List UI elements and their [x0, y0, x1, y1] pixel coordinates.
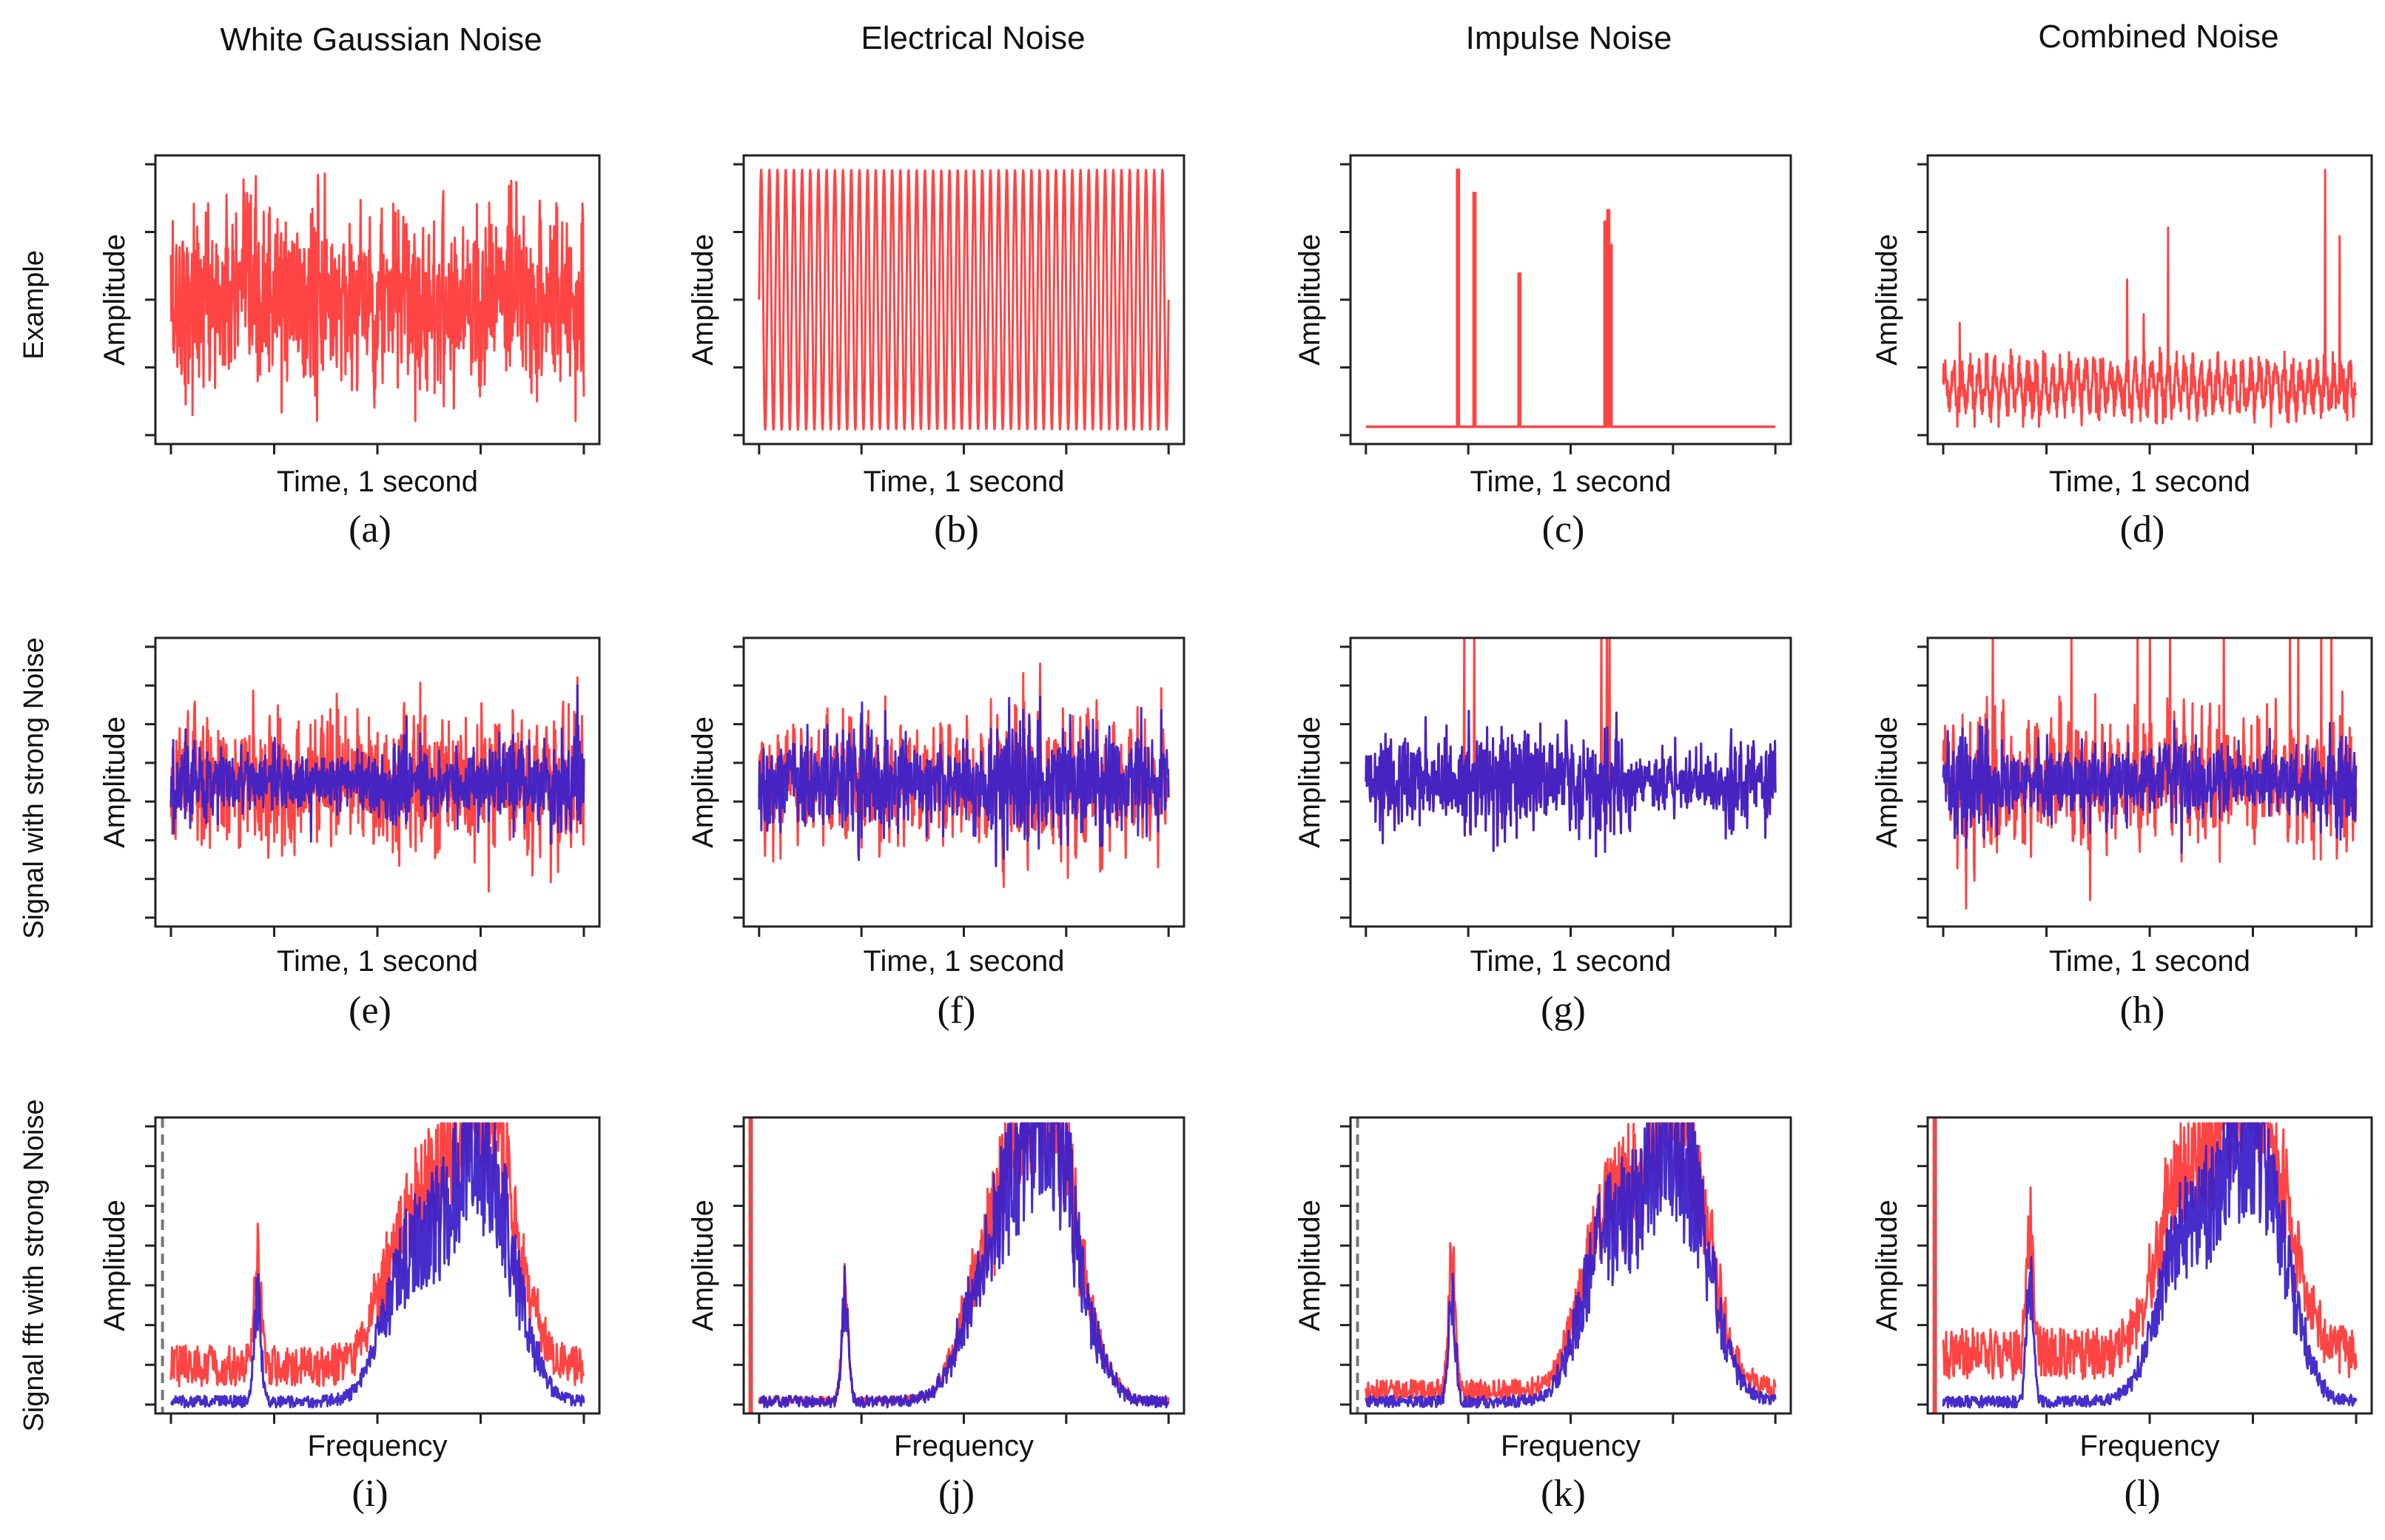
plot-area-e [169, 676, 585, 893]
series-signal-line [758, 695, 1170, 867]
y-axis-label: Amplitude [687, 716, 719, 848]
plot-area-h [1942, 638, 2358, 910]
series-noise-line [1365, 168, 1776, 428]
y-axis-label: Amplitude [1871, 234, 1903, 366]
row-label-example: Example [18, 250, 50, 360]
y-axis-label: Amplitude [98, 234, 131, 366]
plot-area-f [758, 662, 1170, 888]
plot-area-a [169, 172, 585, 423]
x-axis-label: Time, 1 second [864, 945, 1065, 978]
series-signal-line [1365, 710, 1777, 858]
series-signal-spectrum-line [1365, 1122, 1777, 1409]
series-signal-line [169, 684, 585, 845]
panel-a: Time, 1 second Amplitude (a) [98, 154, 601, 551]
x-axis-label: Time, 1 second [277, 465, 478, 498]
series-signal-spectrum-line [169, 1122, 585, 1409]
y-axis-label: Amplitude [98, 716, 131, 848]
panel-f: Time, 1 second Amplitude (f) [687, 636, 1185, 1032]
plot-area-d [1942, 169, 2358, 428]
y-axis-label: Amplitude [1871, 1200, 1903, 1331]
x-axis-label: Time, 1 second [864, 465, 1065, 498]
panel-letter: (l) [2124, 1473, 2160, 1515]
series-noise-line [1942, 169, 2358, 428]
panel-d: Time, 1 second Amplitude (d) [1871, 154, 2373, 551]
row-label-signal-fft-strong-noise: Signal fft with strong Noise [18, 1099, 50, 1431]
plot-area-g [1365, 638, 1777, 858]
panel-letter: (c) [1542, 508, 1585, 551]
y-axis-label: Amplitude [1294, 716, 1326, 848]
y-axis-label: Amplitude [687, 1200, 719, 1331]
y-axis-label: Amplitude [687, 234, 719, 366]
axes-frame [1349, 1116, 1792, 1415]
column-title-electrical: Electrical Noise [861, 20, 1085, 56]
series-signal-spectrum-line [758, 1122, 1170, 1409]
plot-area-i [161, 1117, 585, 1413]
axes-frame [1349, 154, 1792, 445]
panel-h: Time, 1 second Amplitude (h) [1871, 636, 2373, 1032]
column-title-white-gaussian: White Gaussian Noise [220, 21, 542, 58]
plot-area-b [758, 169, 1170, 431]
panel-i: Frequency Amplitude (i) [98, 1116, 601, 1515]
series-noisy-spectrum-line [1365, 1122, 1777, 1402]
series-noisy-spectrum-line [1942, 1122, 2358, 1382]
series-signal-line [1942, 718, 2358, 855]
panel-letter: (a) [349, 508, 391, 551]
x-axis-label: Time, 1 second [2049, 945, 2250, 978]
x-axis-label: Time, 1 second [1470, 945, 1672, 978]
x-axis-label: Time, 1 second [277, 945, 478, 978]
panel-letter: (e) [349, 989, 391, 1032]
panel-c: Time, 1 second Amplitude (c) [1294, 154, 1792, 551]
plot-area-k [1356, 1117, 1777, 1413]
x-axis-label: Time, 1 second [2049, 465, 2250, 498]
panel-letter: (b) [934, 508, 979, 551]
x-axis-label: Frequency [2080, 1430, 2220, 1462]
panel-letter: (k) [1541, 1473, 1586, 1515]
column-titles: White Gaussian Noise Electrical Noise Im… [220, 19, 2278, 58]
y-axis-label: Amplitude [1871, 716, 1903, 848]
y-axis-label: Amplitude [1294, 1200, 1326, 1331]
panel-e: Time, 1 second Amplitude (e) [98, 636, 601, 1032]
panel-letter: (f) [938, 989, 976, 1032]
panel-b: Time, 1 second Amplitude (b) [687, 154, 1185, 551]
panel-l: Frequency Amplitude (l) [1871, 1116, 2373, 1515]
row-labels: Example Signal with strong Noise Signal … [18, 250, 50, 1432]
x-axis-label: Frequency [894, 1430, 1034, 1462]
x-axis-label: Frequency [308, 1430, 448, 1462]
series-signal-spectrum-line [1942, 1122, 2358, 1409]
row-label-signal-strong-noise: Signal with strong Noise [18, 637, 50, 939]
panel-k: Frequency Amplitude (k) [1294, 1116, 1792, 1515]
y-axis-label: Amplitude [1294, 234, 1326, 366]
plot-area-j [748, 1117, 1170, 1413]
column-title-combined: Combined Noise [2038, 19, 2278, 55]
panel-letter: (d) [2120, 508, 2165, 551]
plot-area-c [1365, 168, 1776, 428]
series-noisy-spectrum-line [169, 1122, 585, 1388]
series-noise-line [169, 172, 585, 423]
series-noise-line [758, 169, 1170, 431]
panel-g: Time, 1 second Amplitude (g) [1294, 636, 1792, 1032]
panel-letter: (j) [938, 1473, 975, 1515]
x-axis-label: Frequency [1501, 1430, 1641, 1462]
panel-letter: (g) [1541, 989, 1586, 1032]
panel-letter: (h) [2120, 989, 2165, 1032]
x-axis-label: Time, 1 second [1470, 465, 1672, 498]
axes-frame [742, 1116, 1185, 1415]
column-title-impulse: Impulse Noise [1466, 20, 1672, 56]
y-axis-label: Amplitude [98, 1200, 131, 1331]
plot-area-l [1932, 1117, 2358, 1413]
panel-j: Frequency Amplitude (j) [687, 1116, 1185, 1515]
panel-letter: (i) [351, 1473, 388, 1515]
